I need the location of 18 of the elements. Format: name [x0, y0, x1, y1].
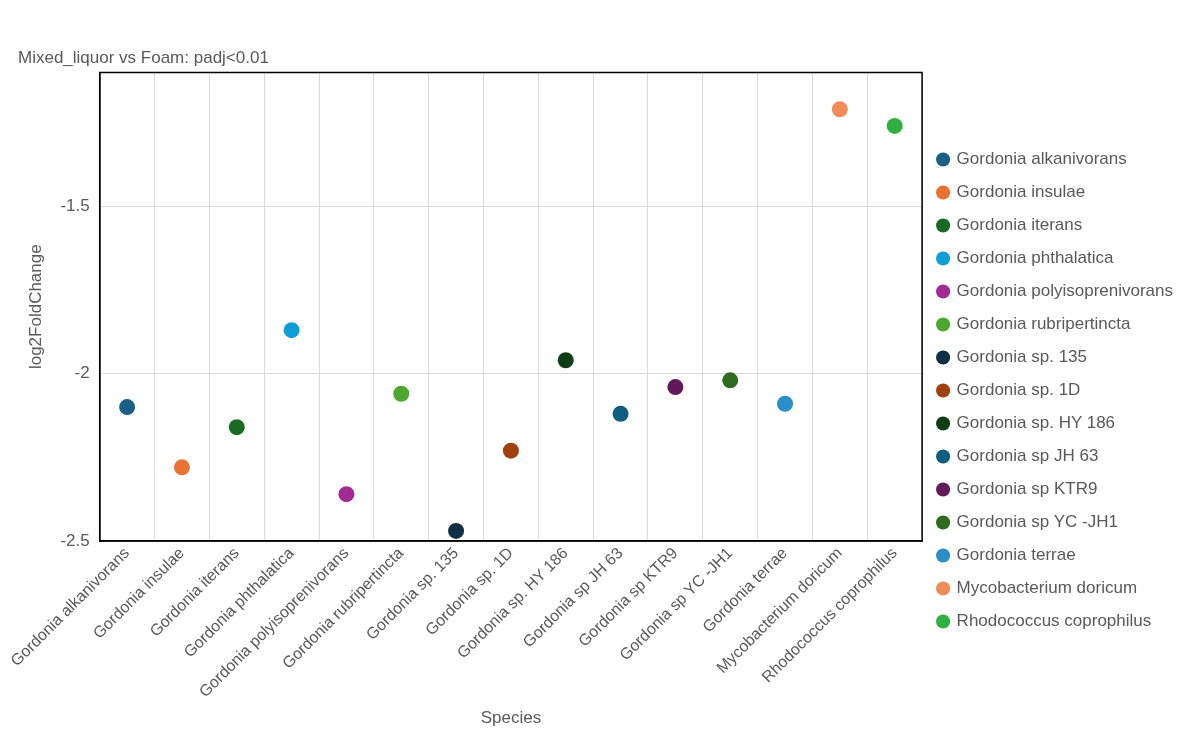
legend-label: Gordonia insulae: [956, 182, 1086, 202]
legend-label: Gordonia sp. 1D: [956, 380, 1081, 400]
y-tick-label: -2: [74, 363, 90, 383]
legend-label: Gordonia sp. HY 186: [956, 413, 1116, 433]
legend-label: Gordonia sp. 135: [956, 347, 1088, 367]
legend-label: Gordonia polyisoprenivorans: [956, 281, 1173, 301]
legend-label: Gordonia phthalatica: [956, 248, 1115, 268]
legend-label: Gordonia sp KTR9: [956, 479, 1098, 499]
y-axis-title: log2FoldChange: [25, 244, 45, 370]
legend-label: Gordonia iterans: [956, 215, 1083, 235]
legend-label: Gordonia sp JH 63: [956, 446, 1099, 466]
y-tick-label: -2.5: [60, 530, 90, 550]
legend-label: Gordonia alkanivorans: [956, 149, 1127, 169]
legend-label: Gordonia sp YC -JH1: [956, 512, 1118, 532]
chart-title: Mixed_liquor vs Foam: padj<0.01: [18, 47, 269, 67]
x-axis-title: Species: [480, 708, 542, 728]
legend-label: Gordonia rubripertincta: [956, 314, 1132, 334]
y-tick-label: -1.5: [60, 195, 90, 215]
